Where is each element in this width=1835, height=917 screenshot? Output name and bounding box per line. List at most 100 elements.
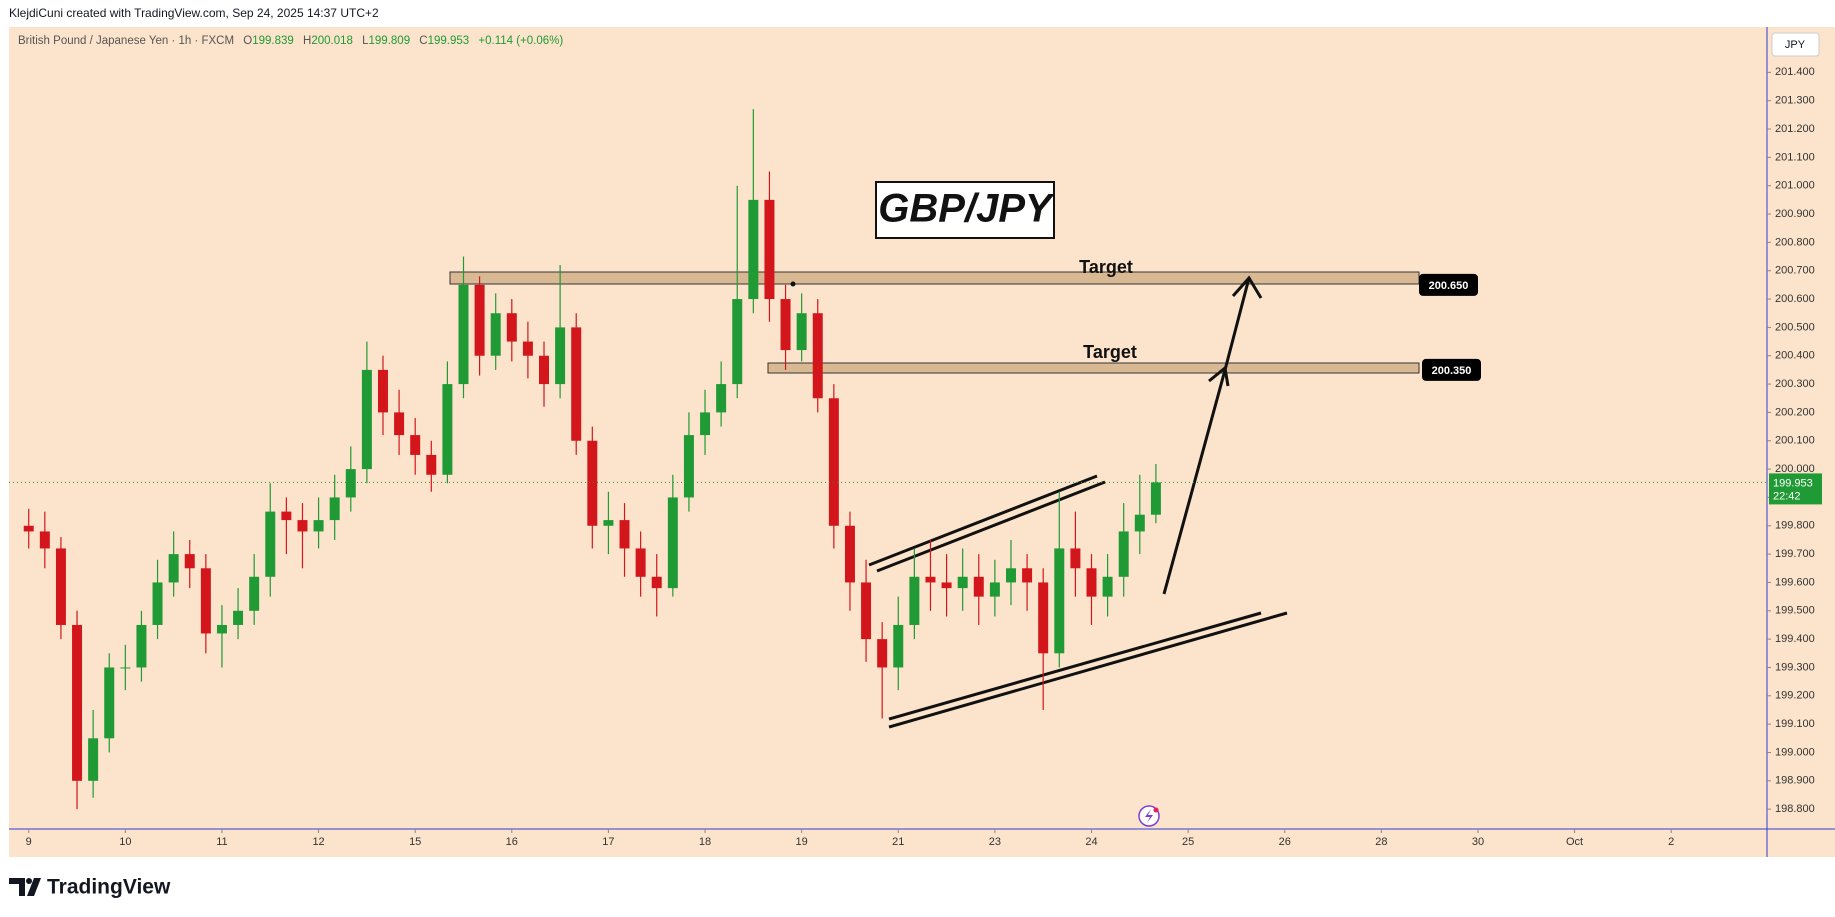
candle-body bbox=[442, 384, 453, 475]
candle-body bbox=[474, 284, 485, 356]
chart-background bbox=[9, 27, 1835, 857]
x-tick-label: 11 bbox=[216, 836, 227, 848]
events-icon[interactable] bbox=[1145, 809, 1153, 823]
y-tick-label: 199.200 bbox=[1775, 690, 1815, 702]
y-tick-label: 201.000 bbox=[1775, 180, 1815, 192]
y-tick-label: 201.200 bbox=[1775, 123, 1815, 135]
candle-body bbox=[265, 511, 276, 577]
candle-body bbox=[1134, 514, 1145, 532]
brand: TradingView bbox=[47, 876, 171, 899]
x-tick-label: Oct bbox=[1566, 836, 1583, 848]
x-tick-label: 16 bbox=[506, 836, 518, 848]
y-tick-label: 198.800 bbox=[1775, 803, 1815, 815]
candle-body bbox=[861, 582, 872, 640]
candle-body bbox=[941, 582, 952, 589]
y-tick-label: 199.600 bbox=[1775, 576, 1815, 588]
candle-body bbox=[683, 435, 694, 498]
x-tick-label: 19 bbox=[796, 836, 808, 848]
candle-body bbox=[490, 313, 501, 356]
candle-body bbox=[361, 369, 372, 470]
candle-body bbox=[329, 497, 340, 521]
candle-body bbox=[748, 199, 759, 300]
y-tick-label: 200.800 bbox=[1775, 236, 1815, 248]
candle-body bbox=[104, 667, 115, 739]
price-label: 199.953 bbox=[1773, 477, 1813, 489]
y-tick-label: 200.900 bbox=[1775, 208, 1815, 220]
target-price-box bbox=[1422, 358, 1481, 381]
y-tick-label: 200.400 bbox=[1775, 350, 1815, 362]
candle-body bbox=[522, 341, 533, 356]
candle-body bbox=[55, 548, 66, 625]
x-tick-label: 17 bbox=[602, 836, 614, 848]
legend-open: 199.839 bbox=[252, 35, 294, 47]
logo-mark bbox=[27, 878, 41, 896]
candle-body bbox=[716, 384, 727, 413]
candle-body bbox=[635, 548, 646, 577]
x-tick-label: 28 bbox=[1375, 836, 1387, 848]
y-tick-label: 199.000 bbox=[1775, 746, 1815, 758]
candle-body bbox=[39, 531, 50, 549]
candle-body bbox=[249, 576, 260, 611]
candle-body bbox=[1054, 548, 1065, 654]
legend-high-label: H bbox=[303, 35, 311, 47]
candle-body bbox=[345, 469, 356, 498]
legend-high: 200.018 bbox=[311, 35, 353, 47]
candle-body bbox=[925, 576, 936, 583]
candle-body bbox=[297, 520, 308, 532]
candle-body bbox=[426, 454, 437, 475]
y-tick-label: 200.700 bbox=[1775, 265, 1815, 277]
credit: KlejdiCuni created with TradingView.com,… bbox=[9, 6, 379, 20]
x-tick-label: 25 bbox=[1182, 836, 1194, 848]
legend-close-label: C bbox=[419, 35, 427, 47]
candle-body bbox=[168, 554, 179, 583]
channel-line bbox=[888, 611, 1288, 729]
candle-body bbox=[281, 511, 292, 521]
candle-body bbox=[506, 313, 517, 342]
candle-body bbox=[23, 525, 34, 532]
candle-body bbox=[458, 284, 469, 385]
candle-body bbox=[539, 355, 550, 385]
events-dot bbox=[1153, 807, 1159, 813]
target-label: Target bbox=[1083, 342, 1137, 362]
candle-body bbox=[667, 497, 678, 589]
logo bbox=[9, 878, 41, 896]
candle-body bbox=[700, 412, 711, 436]
anchor-dot bbox=[790, 281, 796, 287]
legend-open-label: O bbox=[243, 35, 252, 47]
y-tick-label: 201.400 bbox=[1775, 66, 1815, 78]
x-tick-label: 12 bbox=[312, 836, 324, 848]
candle-body bbox=[973, 576, 984, 597]
logo-mark bbox=[9, 878, 25, 896]
x-tick-label: 23 bbox=[989, 836, 1001, 848]
candle-body bbox=[651, 576, 662, 589]
y-tick-label: 200.500 bbox=[1775, 321, 1815, 333]
legend-low-label: L bbox=[362, 35, 369, 47]
y-tick-label: 201.100 bbox=[1775, 151, 1815, 163]
target-zone bbox=[449, 271, 1420, 285]
candle-body bbox=[844, 525, 855, 583]
candle-body bbox=[1086, 568, 1097, 597]
candle-body bbox=[989, 582, 1000, 597]
candle-body bbox=[571, 327, 582, 441]
legend-close: 199.953 bbox=[428, 35, 470, 47]
currency[interactable]: JPY bbox=[1785, 39, 1806, 51]
arrow-head bbox=[1231, 275, 1263, 299]
y-tick-label: 200.600 bbox=[1775, 293, 1815, 305]
candle-body bbox=[796, 313, 807, 351]
candle-body bbox=[555, 327, 566, 385]
candle-body bbox=[136, 624, 147, 668]
candle-body bbox=[152, 582, 163, 625]
candle-body bbox=[1022, 568, 1033, 583]
candle-body bbox=[1118, 531, 1129, 577]
x-tick-label: 2 bbox=[1668, 836, 1674, 848]
currency-box[interactable] bbox=[1771, 32, 1820, 57]
y-tick-label: 199.500 bbox=[1775, 605, 1815, 617]
x-tick-label: 26 bbox=[1279, 836, 1291, 848]
candle-body bbox=[410, 435, 421, 455]
annotation: GBP/JPY bbox=[878, 187, 1055, 231]
candle-body bbox=[957, 576, 968, 589]
candle-body bbox=[909, 576, 920, 625]
y-tick-label: 199.800 bbox=[1775, 520, 1815, 532]
target-price: 200.650 bbox=[1429, 280, 1469, 292]
